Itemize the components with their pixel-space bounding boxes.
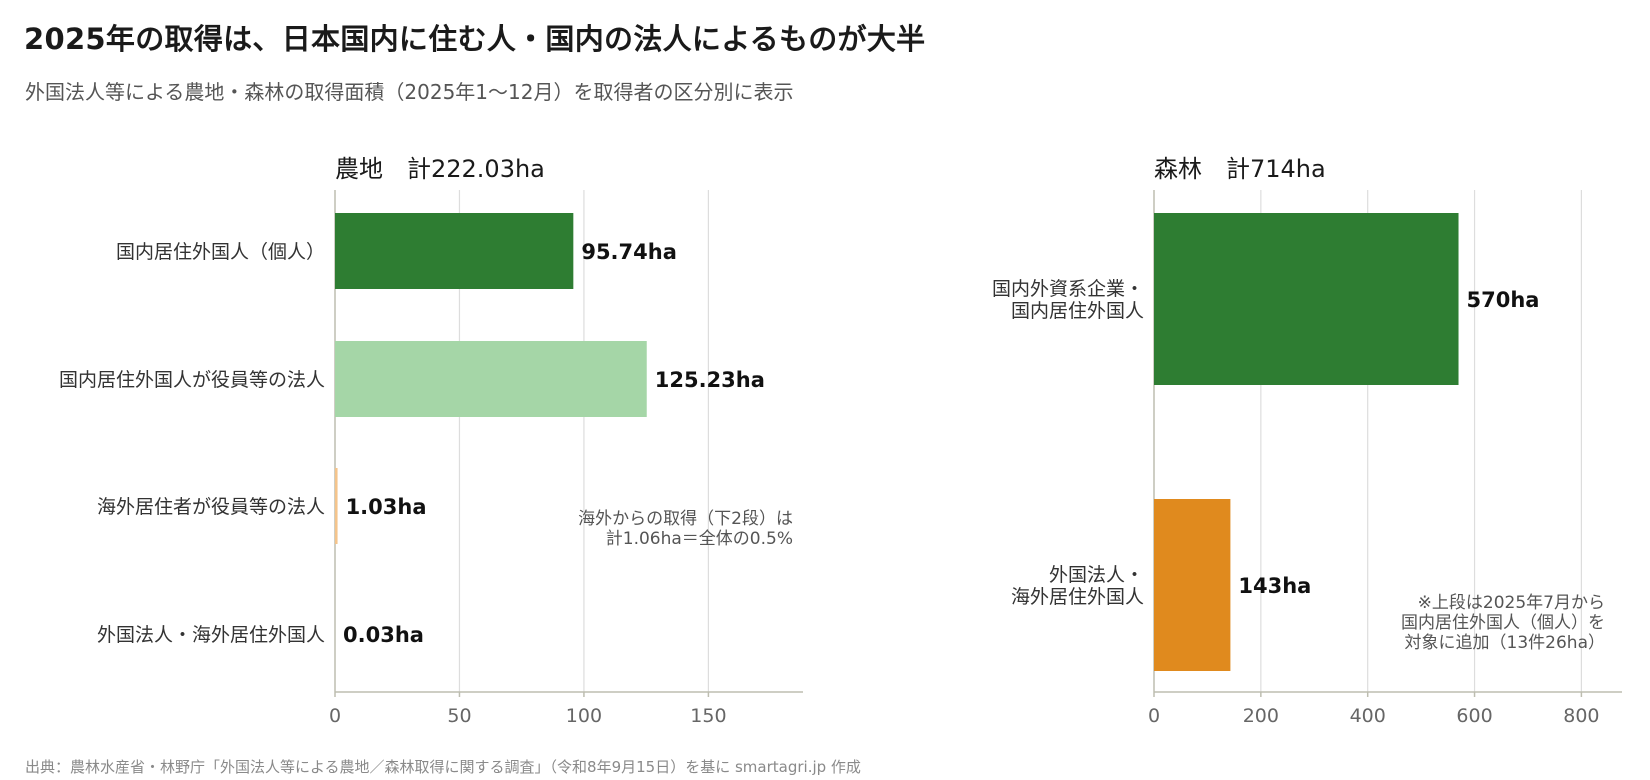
value-label-0-3: 0.03ha [343, 623, 424, 647]
bar-0-2 [335, 468, 338, 544]
page-title: 2025年の取得は、日本国内に住む人・国内の法人によるものが大半 [24, 22, 926, 56]
chart-panel-0: 農地 計222.03ha 0 50 100 150 95.74ha 国内居住外国人（個人） 1… [59, 155, 803, 727]
value-label-1-1: 143ha [1238, 574, 1311, 598]
value-label-0-0: 95.74ha [581, 240, 677, 264]
tick-label-1-0: 0 [1148, 705, 1160, 727]
chart-title-1: 森林 計714ha [1154, 155, 1326, 183]
bar-1-0 [1154, 213, 1459, 385]
bar-0-1 [335, 341, 647, 417]
value-label-0-1: 125.23ha [655, 368, 765, 392]
category-label-1-0: 国内外資系企業・国内居住外国人 [992, 278, 1144, 322]
tick-label-0-1: 50 [447, 705, 471, 727]
bar-0-0 [335, 213, 574, 289]
tick-label-1-2: 400 [1350, 705, 1386, 727]
bar-1-1 [1154, 499, 1231, 671]
category-label-1-1: 外国法人・海外居住外国人 [1011, 564, 1144, 608]
source-note: 出典：農林水産省・林野庁「外国法人等による農地／森林取得に関する調査」（令和8年… [25, 758, 861, 776]
tick-label-1-3: 600 [1456, 705, 1492, 727]
annotation-0: 海外からの取得（下2段）は計1.06ha＝全体の0.5% [578, 509, 793, 549]
tick-label-1-1: 200 [1243, 705, 1279, 727]
value-label-1-0: 570ha [1467, 288, 1540, 312]
tick-label-0-2: 100 [566, 705, 602, 727]
tick-label-1-4: 800 [1563, 705, 1599, 727]
category-label-0-2: 海外居住者が役員等の法人 [97, 496, 325, 518]
chart-panel-1: 森林 計714ha 0 200 400 600 800 570ha 国内外資系企業・国内居住外… [992, 155, 1622, 727]
tick-label-0-0: 0 [329, 705, 341, 727]
page-subtitle: 外国法人等による農地・森林の取得面積（2025年1〜12月）を取得者の区分別に表… [25, 80, 794, 104]
category-label-0-3: 外国法人・海外居住外国人 [97, 624, 325, 646]
annotation-1: ※上段は2025年7月から国内居住外国人（個人）を対象に追加（13件26ha） [1401, 593, 1605, 653]
chart-title-0: 農地 計222.03ha [335, 155, 545, 183]
category-label-0-0: 国内居住外国人（個人） [116, 241, 325, 263]
tick-label-0-3: 150 [690, 705, 726, 727]
value-label-0-2: 1.03ha [346, 495, 427, 519]
category-label-0-1: 国内居住外国人が役員等の法人 [59, 369, 325, 391]
